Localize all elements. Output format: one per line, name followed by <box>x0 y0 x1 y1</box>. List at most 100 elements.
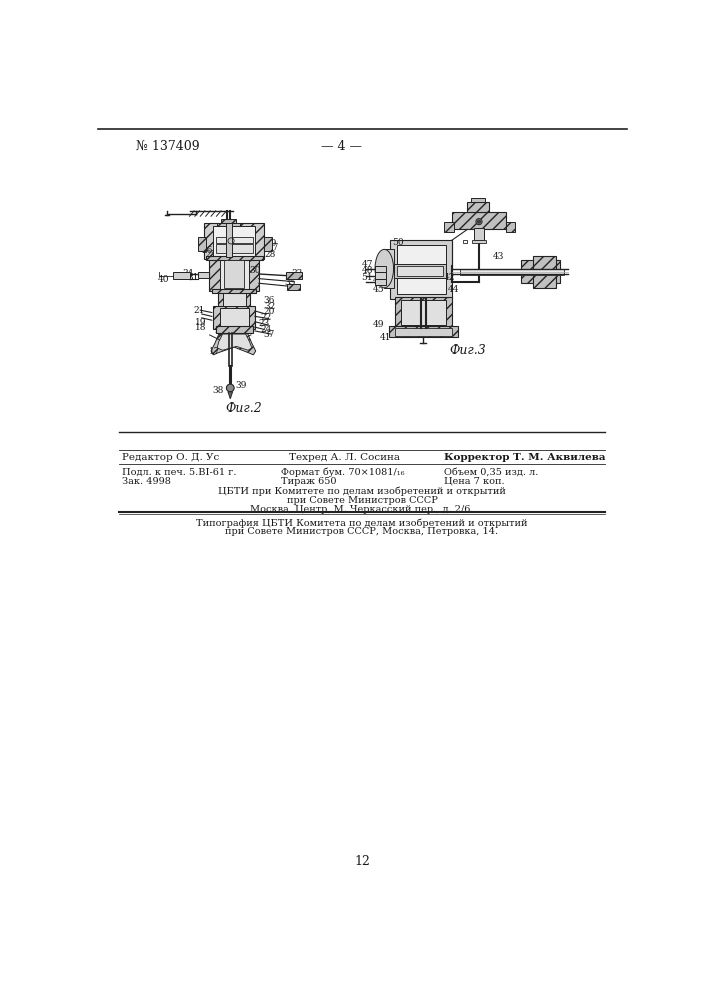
Text: 45: 45 <box>373 285 384 294</box>
Text: Подл. к печ. 5.ВІ-61 г.: Подл. к печ. 5.ВІ-61 г. <box>122 467 237 476</box>
Bar <box>198 237 206 251</box>
Text: Фиг.2: Фиг.2 <box>226 402 262 415</box>
Text: 42: 42 <box>443 273 455 282</box>
Bar <box>219 259 249 289</box>
Bar <box>474 228 484 240</box>
Bar <box>375 279 386 285</box>
Bar <box>224 260 244 288</box>
Text: Типография ЦБТИ Комитета по делам изобретений и открытий: Типография ЦБТИ Комитета по делам изобре… <box>197 518 527 528</box>
Text: 33: 33 <box>291 269 302 278</box>
Circle shape <box>477 220 481 223</box>
Text: 47: 47 <box>361 260 373 269</box>
Bar <box>204 223 264 259</box>
Bar <box>173 272 190 279</box>
Bar <box>389 326 458 337</box>
Bar <box>212 289 257 293</box>
Text: Объем 0,35 изд. л.: Объем 0,35 изд. л. <box>444 467 539 476</box>
Bar <box>397 266 443 276</box>
Bar <box>214 306 255 329</box>
Text: 26: 26 <box>201 246 213 255</box>
Polygon shape <box>228 392 233 399</box>
Text: Корректор Т. М. Аквилева: Корректор Т. М. Аквилева <box>444 453 606 462</box>
Text: № 137409: № 137409 <box>136 140 200 153</box>
Text: 48: 48 <box>361 266 373 275</box>
Bar <box>218 289 250 308</box>
Text: 20: 20 <box>264 307 275 316</box>
Text: 35: 35 <box>285 278 296 287</box>
Text: 43: 43 <box>493 252 504 261</box>
Text: при Совете Министров СССР, Москва, Петровка, 14.: при Совете Министров СССР, Москва, Петро… <box>226 527 498 536</box>
Bar <box>395 328 452 336</box>
Bar <box>397 245 446 294</box>
Text: 25: 25 <box>205 250 217 259</box>
Bar <box>287 284 300 290</box>
Bar <box>217 223 240 229</box>
Text: Редактор О. Д. Ус: Редактор О. Д. Ус <box>122 453 220 462</box>
Text: Зак. 4998: Зак. 4998 <box>122 477 171 486</box>
Text: 29: 29 <box>265 239 276 248</box>
Bar <box>467 202 489 212</box>
Text: 27: 27 <box>267 243 279 252</box>
Text: 37: 37 <box>264 330 275 339</box>
Text: 18: 18 <box>194 323 206 332</box>
Bar <box>394 264 446 278</box>
Text: 28: 28 <box>264 250 276 259</box>
Text: 39: 39 <box>235 381 247 390</box>
Text: 38: 38 <box>212 386 223 395</box>
Polygon shape <box>211 333 256 355</box>
Text: 41: 41 <box>379 333 391 342</box>
Bar <box>286 272 302 279</box>
Bar <box>216 326 252 333</box>
Bar <box>472 240 486 243</box>
Bar <box>533 256 556 288</box>
Bar <box>385 249 394 288</box>
Text: 32: 32 <box>264 302 275 311</box>
Text: 34: 34 <box>182 269 194 278</box>
Bar <box>390 240 452 299</box>
Text: ЦБТИ при Комитете по делам изобретений и открытий: ЦБТИ при Комитете по делам изобретений и… <box>218 487 506 496</box>
Bar <box>216 244 252 253</box>
Text: 51: 51 <box>361 273 373 282</box>
Bar <box>221 219 236 223</box>
Text: 31: 31 <box>187 273 199 282</box>
Text: 44: 44 <box>448 285 460 294</box>
Text: — 4 —: — 4 — <box>321 140 362 153</box>
Bar <box>460 269 563 275</box>
Text: 46: 46 <box>373 276 384 285</box>
Bar <box>219 308 249 328</box>
Bar <box>395 297 452 328</box>
Text: 22: 22 <box>261 313 272 322</box>
Text: при Совете Министров СССР: при Совете Министров СССР <box>286 496 438 505</box>
Text: Тираж 650: Тираж 650 <box>281 477 337 486</box>
Text: 30: 30 <box>250 266 261 275</box>
Bar <box>375 266 386 272</box>
Text: Москва, Центр, М. Черкасский пер., д. 2/6.: Москва, Центр, М. Черкасский пер., д. 2/… <box>250 505 474 514</box>
Text: 12: 12 <box>354 855 370 868</box>
Bar <box>463 240 467 243</box>
Bar <box>214 226 255 256</box>
Text: Техред А. Л. Сосина: Техред А. Л. Сосина <box>288 453 399 462</box>
Bar <box>223 290 246 306</box>
Bar <box>375 272 386 279</box>
Circle shape <box>226 384 234 392</box>
Text: 36: 36 <box>263 296 274 305</box>
Bar <box>521 260 560 283</box>
Bar <box>209 257 259 291</box>
Bar <box>264 237 272 251</box>
Bar <box>198 272 209 278</box>
Text: 21: 21 <box>193 306 204 315</box>
Text: 24: 24 <box>260 325 271 334</box>
Ellipse shape <box>375 249 394 288</box>
Text: Цена 7 коп.: Цена 7 коп. <box>444 477 505 486</box>
Circle shape <box>476 219 482 225</box>
Bar <box>216 237 252 243</box>
Polygon shape <box>217 334 252 350</box>
Bar <box>206 256 262 260</box>
Text: 17: 17 <box>209 347 221 356</box>
Text: 49: 49 <box>373 320 384 329</box>
Text: 19: 19 <box>194 318 206 327</box>
Bar <box>444 222 454 232</box>
Text: 50: 50 <box>392 238 404 247</box>
Bar <box>472 198 485 202</box>
Bar <box>402 300 446 325</box>
